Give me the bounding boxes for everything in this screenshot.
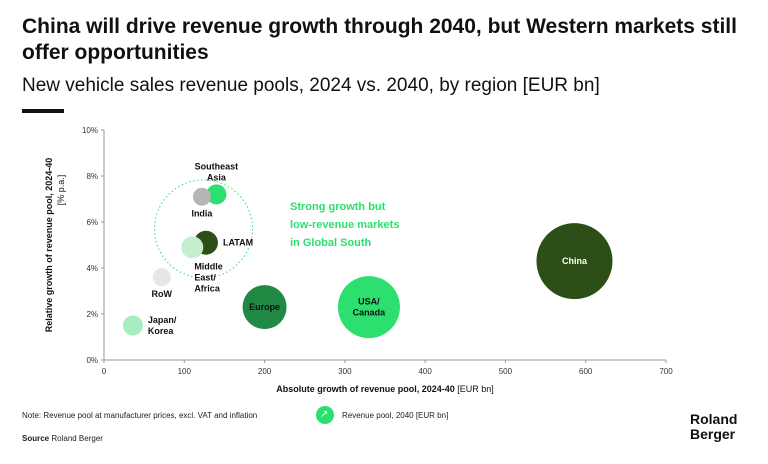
x-tick-label: 300	[338, 367, 352, 376]
annotation-line: low-revenue markets	[290, 219, 399, 231]
y-tick-label: 4%	[86, 264, 98, 273]
label-line: Canada	[353, 308, 387, 318]
x-tick-label: 0	[102, 367, 107, 376]
x-axis-label: Absolute growth of revenue pool, 2024-40…	[276, 384, 494, 394]
y-tick-label: 8%	[86, 172, 98, 181]
y-tick-label: 0%	[86, 356, 98, 365]
legend: ↗ Revenue pool, 2040 [EUR bn]	[316, 406, 448, 424]
bubble-labels: China USA/Canada Europe LATAM Middle East/Afr…	[148, 161, 588, 336]
source-line: Source Roland Berger	[22, 434, 103, 443]
label-line: Middle	[194, 261, 223, 271]
logo-line-1: Roland	[690, 411, 738, 427]
x-tick-label: 600	[579, 367, 593, 376]
label-line: USA/	[358, 297, 380, 307]
x-tick-label: 700	[659, 367, 673, 376]
label-india: India	[191, 209, 213, 219]
chart-axes: 0 100 200 300 400 500 600 700 0% 2% 4% 6% 8% 10% Absol…	[44, 126, 673, 394]
label-japan-korea: Japan/Korea	[148, 315, 177, 336]
y-axis-unit: [% p.a.]	[56, 175, 66, 206]
chart-subtitle: New vehicle sales revenue pools, 2024 vs…	[22, 75, 600, 96]
label-line: Southeast	[195, 161, 239, 171]
label-line: Africa	[194, 283, 221, 293]
arrow-diagonal-icon: ↗	[320, 409, 329, 420]
chart-title: China will drive revenue growth through …	[22, 15, 737, 64]
x-tick-label: 200	[258, 367, 272, 376]
label-row: RoW	[152, 289, 173, 299]
label-usa-canada: USA/Canada	[353, 297, 387, 318]
bubble-southeast-asia	[206, 184, 227, 205]
legend-label: Revenue pool, 2040 [EUR bn]	[342, 410, 449, 420]
annotation-line: in Global South	[290, 237, 372, 249]
bubble-series	[122, 184, 613, 339]
x-tick-label: 100	[178, 367, 192, 376]
bubble-middle-east-africa	[181, 236, 204, 259]
label-line: Japan/	[148, 315, 177, 325]
roland-berger-logo: Roland Berger	[690, 412, 737, 442]
logo-line-2: Berger	[690, 426, 736, 442]
x-axis-title: Absolute growth of revenue pool, 2024-40	[276, 384, 457, 394]
label-line: Korea	[148, 326, 175, 336]
global-south-group	[154, 179, 254, 279]
label-line: China	[562, 256, 588, 266]
bubble-china	[536, 223, 613, 300]
label-china: China	[562, 256, 588, 266]
y-tick-label: 10%	[82, 126, 98, 135]
label-line: RoW	[152, 289, 173, 299]
label-line: East/	[194, 272, 216, 282]
footnote: Note: Revenue pool at manufacturer price…	[22, 411, 258, 420]
accent-bar	[22, 109, 64, 113]
label-line: Asia	[207, 172, 227, 182]
group-outline	[154, 179, 254, 279]
bubble-usa-canada	[337, 276, 400, 339]
x-tick-label: 500	[499, 367, 513, 376]
bubble-europe	[242, 285, 287, 330]
bubble-row	[152, 268, 171, 287]
label-line: LATAM	[223, 238, 253, 248]
annotation: Strong growth but low-revenue markets in G…	[290, 201, 399, 249]
legend-bubble-swatch: ↗	[316, 406, 334, 424]
source-label: Source	[22, 434, 50, 443]
label-line: Europe	[249, 302, 280, 312]
annotation-text: Strong growth but low-revenue markets in G…	[290, 201, 399, 249]
bubble-india	[192, 187, 211, 206]
x-tick-label: 400	[418, 367, 432, 376]
x-axis-unit: [EUR bn]	[457, 384, 494, 394]
label-latam: LATAM	[223, 238, 253, 248]
label-europe: Europe	[249, 302, 280, 312]
y-tick-label: 2%	[86, 310, 98, 319]
annotation-line: Strong growth but	[290, 201, 386, 213]
y-tick-label: 6%	[86, 218, 98, 227]
label-southeast-asia: Southeast Asia	[195, 161, 239, 182]
source-value: Roland Berger	[51, 434, 103, 443]
y-axis-title: Relative growth of revenue pool, 2024-40	[44, 158, 54, 333]
bubble-japan-korea	[122, 315, 143, 336]
label-line: India	[191, 209, 213, 219]
label-middle-east-africa: Middle East/Africa	[194, 261, 223, 293]
